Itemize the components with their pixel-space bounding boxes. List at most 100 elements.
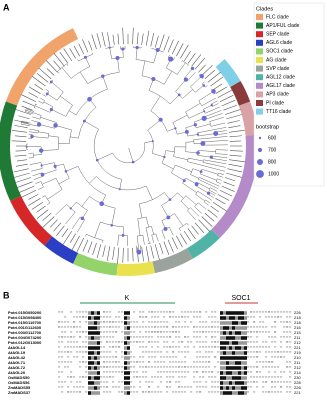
sequence-name: Potri.015G098400 bbox=[8, 315, 42, 320]
residue bbox=[127, 321, 130, 325]
residue bbox=[169, 371, 172, 373]
residue bbox=[109, 341, 112, 343]
residue bbox=[139, 331, 142, 333]
residue bbox=[148, 386, 151, 388]
residue bbox=[253, 346, 256, 348]
residue bbox=[286, 321, 289, 323]
branch bbox=[33, 176, 44, 180]
residue bbox=[103, 391, 106, 393]
residue bbox=[256, 311, 259, 313]
leaf-label bbox=[36, 73, 49, 83]
branch bbox=[203, 104, 212, 110]
branch bbox=[190, 75, 202, 88]
leaf-label bbox=[82, 39, 89, 53]
residue bbox=[166, 341, 169, 343]
leaf-label bbox=[229, 129, 245, 133]
residue bbox=[226, 376, 229, 380]
residue bbox=[253, 331, 256, 333]
residue bbox=[112, 356, 115, 358]
residue bbox=[232, 346, 235, 350]
residue bbox=[178, 316, 181, 318]
leaf-label bbox=[224, 177, 236, 182]
branch bbox=[35, 181, 42, 184]
residue bbox=[268, 361, 271, 363]
leaf-label bbox=[14, 154, 27, 157]
residue bbox=[163, 331, 166, 333]
branch bbox=[163, 70, 173, 85]
branch bbox=[194, 206, 202, 214]
residue bbox=[265, 316, 268, 318]
residue bbox=[214, 341, 217, 343]
residue bbox=[94, 366, 97, 370]
residue bbox=[283, 381, 286, 383]
residue bbox=[58, 311, 61, 313]
branch bbox=[136, 235, 140, 253]
residue bbox=[88, 371, 91, 375]
bootstrap-dot bbox=[25, 145, 28, 148]
branch bbox=[197, 127, 227, 134]
residue bbox=[289, 346, 292, 348]
residue bbox=[223, 316, 226, 320]
bootstrap-key bbox=[257, 159, 263, 165]
residue bbox=[226, 356, 229, 360]
residue bbox=[202, 331, 205, 333]
residue bbox=[181, 326, 184, 328]
residue bbox=[106, 316, 109, 318]
residue bbox=[97, 381, 100, 385]
residue bbox=[193, 366, 196, 368]
branch bbox=[42, 94, 46, 97]
bootstrap-dot bbox=[200, 140, 206, 146]
branch bbox=[42, 195, 46, 198]
branch bbox=[188, 157, 204, 162]
residue bbox=[220, 321, 223, 325]
residue bbox=[178, 326, 181, 328]
residue bbox=[235, 326, 238, 330]
residue bbox=[166, 386, 169, 388]
residue bbox=[133, 331, 136, 333]
residue bbox=[184, 346, 187, 348]
residue bbox=[94, 376, 97, 380]
branch bbox=[203, 201, 209, 206]
residue bbox=[127, 391, 130, 395]
residue bbox=[133, 356, 136, 358]
residue bbox=[106, 391, 109, 393]
branch bbox=[152, 153, 165, 158]
leaf-label bbox=[198, 64, 206, 73]
leaf-label bbox=[28, 194, 39, 200]
residue bbox=[277, 376, 280, 378]
residue bbox=[220, 331, 223, 335]
residue bbox=[130, 386, 133, 388]
residue bbox=[247, 351, 250, 353]
sequence-name: ZmMADS55 bbox=[8, 385, 31, 390]
leaf-label bbox=[63, 48, 73, 62]
leaf-label bbox=[18, 115, 30, 120]
residue bbox=[193, 361, 196, 363]
branch bbox=[186, 223, 189, 226]
residue bbox=[265, 376, 268, 378]
branch bbox=[190, 207, 200, 217]
residue bbox=[229, 371, 232, 375]
leaf-label bbox=[13, 172, 30, 178]
residue bbox=[106, 361, 109, 363]
residue bbox=[274, 346, 277, 348]
branch bbox=[217, 175, 224, 178]
residue bbox=[256, 386, 259, 388]
bootstrap-label: 600 bbox=[268, 135, 277, 141]
leaf-label bbox=[201, 65, 213, 76]
residue bbox=[91, 316, 94, 320]
residue bbox=[58, 321, 61, 323]
branch bbox=[148, 78, 154, 91]
domain-label: SOC1 bbox=[231, 295, 250, 302]
residue bbox=[79, 326, 82, 328]
panel-label: B bbox=[3, 290, 10, 300]
residue bbox=[142, 336, 145, 338]
residue bbox=[286, 386, 289, 388]
residue bbox=[175, 331, 178, 333]
branch bbox=[153, 49, 158, 64]
residue bbox=[118, 341, 121, 343]
residue bbox=[205, 366, 208, 368]
residue bbox=[214, 366, 217, 368]
branch bbox=[139, 203, 143, 218]
sequence-name: Potri.015G050200 bbox=[8, 310, 42, 315]
residue bbox=[157, 376, 160, 378]
